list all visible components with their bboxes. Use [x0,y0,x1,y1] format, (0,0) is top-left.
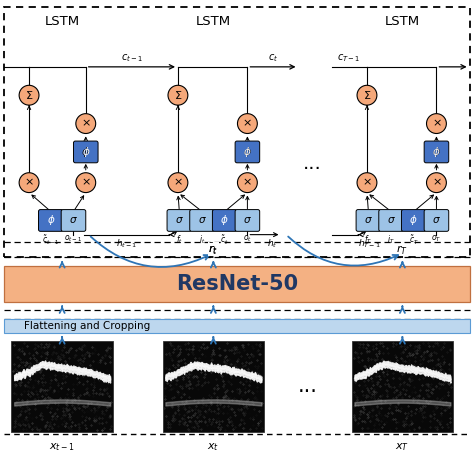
Text: $\tilde{c}_{t-1}$: $\tilde{c}_{t-1}$ [42,234,60,247]
Text: $c_t$: $c_t$ [268,52,278,64]
Text: LSTM: LSTM [385,16,420,28]
Text: $\bar{r}_T$: $\bar{r}_T$ [396,242,409,257]
Circle shape [237,114,257,134]
FancyBboxPatch shape [356,210,381,231]
Text: $\times$: $\times$ [243,118,252,129]
Text: $\sigma$: $\sigma$ [175,216,184,226]
Text: $\sigma$: $\sigma$ [364,216,373,226]
FancyBboxPatch shape [424,210,449,231]
FancyBboxPatch shape [379,210,403,231]
Text: $x_{t-1}$: $x_{t-1}$ [49,441,75,453]
Text: $\sigma$: $\sigma$ [243,216,252,226]
FancyBboxPatch shape [424,141,449,163]
Text: $\sigma$: $\sigma$ [432,216,441,226]
FancyBboxPatch shape [352,341,453,432]
Text: $\tilde{c}_{t}$: $\tilde{c}_{t}$ [220,234,229,247]
Circle shape [76,114,96,134]
Text: $o_t$: $o_t$ [243,234,252,244]
FancyBboxPatch shape [73,141,98,163]
Circle shape [427,114,447,134]
Text: $\Sigma$: $\Sigma$ [174,89,182,101]
Text: $i_t$: $i_t$ [199,234,205,246]
Circle shape [76,142,96,162]
Text: ...: ... [298,376,318,396]
Text: $\sigma$: $\sigma$ [198,216,207,226]
FancyBboxPatch shape [212,210,237,231]
Text: $f_t$: $f_t$ [176,234,183,246]
Text: $\times$: $\times$ [431,177,441,188]
FancyBboxPatch shape [38,210,63,231]
Circle shape [357,85,377,105]
Text: ResNet-50: ResNet-50 [176,274,298,294]
Circle shape [427,142,447,162]
Text: $\phi$: $\phi$ [432,145,441,159]
Text: $h_{T-1}$: $h_{T-1}$ [358,237,381,250]
Text: $\times$: $\times$ [24,177,34,188]
FancyBboxPatch shape [11,341,113,432]
Text: $\sigma$: $\sigma$ [69,216,78,226]
FancyBboxPatch shape [401,210,426,231]
Circle shape [76,173,96,192]
FancyBboxPatch shape [163,341,264,432]
Circle shape [19,173,39,192]
FancyBboxPatch shape [4,266,470,302]
Text: $\times$: $\times$ [362,177,372,188]
FancyBboxPatch shape [190,210,214,231]
Text: $x_t$: $x_t$ [207,441,219,453]
Circle shape [237,142,257,162]
Circle shape [19,85,39,105]
FancyBboxPatch shape [167,210,191,231]
Text: $\phi$: $\phi$ [410,213,418,228]
Text: $h_t$: $h_t$ [267,237,277,250]
Text: $\phi$: $\phi$ [220,213,229,228]
Text: $\phi$: $\phi$ [46,213,55,228]
Text: $\times$: $\times$ [243,177,252,188]
Text: $o_T$: $o_T$ [431,234,442,244]
Text: $\Sigma$: $\Sigma$ [363,89,371,101]
Text: $o_{t-1}$: $o_{t-1}$ [64,234,82,244]
Text: $r_t$: $r_t$ [209,243,219,255]
FancyBboxPatch shape [61,210,86,231]
Circle shape [168,85,188,105]
Text: $c_{T-1}$: $c_{T-1}$ [337,52,361,64]
Text: $\phi$: $\phi$ [243,145,252,159]
Text: $x_T$: $x_T$ [395,441,410,453]
Text: $f_T$: $f_T$ [364,234,373,246]
Text: LSTM: LSTM [45,16,80,28]
Text: $\phi$: $\phi$ [432,145,441,159]
Text: $\times$: $\times$ [81,118,91,129]
FancyBboxPatch shape [235,210,260,231]
Text: LSTM: LSTM [196,16,231,28]
Text: $\times$: $\times$ [173,177,183,188]
Text: ...: ... [303,154,322,173]
Text: $\phi$: $\phi$ [243,145,252,159]
Text: $c_{t-1}$: $c_{t-1}$ [121,52,143,64]
Text: $\phi$: $\phi$ [81,145,90,159]
Text: $i_T$: $i_T$ [387,234,395,246]
Text: $\times$: $\times$ [431,118,441,129]
Text: $h_{t-1}$: $h_{t-1}$ [116,237,137,250]
Circle shape [237,173,257,192]
Text: $\times$: $\times$ [81,177,91,188]
Text: $\sigma$: $\sigma$ [387,216,395,226]
Text: $\tilde{c}_{T}$: $\tilde{c}_{T}$ [409,234,419,247]
Circle shape [168,173,188,192]
FancyBboxPatch shape [4,319,470,333]
Text: Flattening and Cropping: Flattening and Cropping [24,321,151,331]
Circle shape [357,173,377,192]
FancyBboxPatch shape [235,141,260,163]
Text: $\Sigma$: $\Sigma$ [25,89,33,101]
Text: $\phi$: $\phi$ [82,145,90,159]
Text: $\bar{r}_t$: $\bar{r}_t$ [209,242,219,257]
Circle shape [427,173,447,192]
